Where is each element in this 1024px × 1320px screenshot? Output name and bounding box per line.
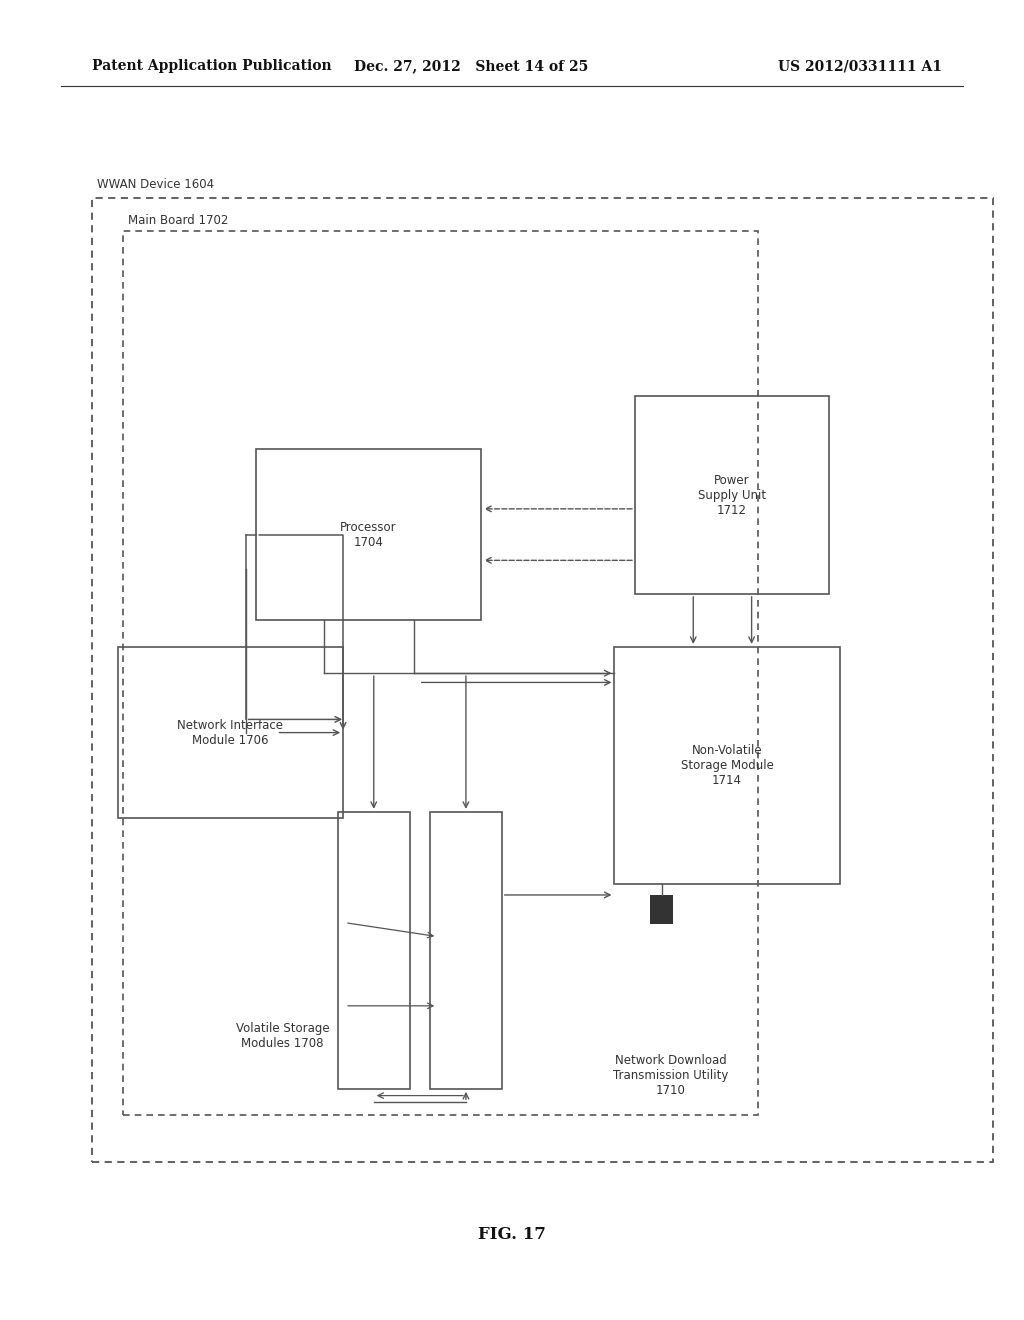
Text: US 2012/0331111 A1: US 2012/0331111 A1 <box>778 59 942 74</box>
Text: WWAN Device 1604: WWAN Device 1604 <box>97 178 214 191</box>
Text: Patent Application Publication: Patent Application Publication <box>92 59 332 74</box>
Text: Network Interface
Module 1706: Network Interface Module 1706 <box>177 718 284 747</box>
Text: Volatile Storage
Modules 1708: Volatile Storage Modules 1708 <box>236 1022 329 1051</box>
Text: Non-Volatile
Storage Module
1714: Non-Volatile Storage Module 1714 <box>681 744 773 787</box>
Text: Main Board 1702: Main Board 1702 <box>128 214 228 227</box>
Text: Dec. 27, 2012   Sheet 14 of 25: Dec. 27, 2012 Sheet 14 of 25 <box>354 59 588 74</box>
Text: Processor
1704: Processor 1704 <box>340 520 397 549</box>
Text: Network Download
Transmission Utility
1710: Network Download Transmission Utility 17… <box>613 1055 728 1097</box>
Text: Power
Supply Unit
1712: Power Supply Unit 1712 <box>698 474 766 516</box>
Bar <box>650 895 673 924</box>
Text: FIG. 17: FIG. 17 <box>478 1226 546 1242</box>
